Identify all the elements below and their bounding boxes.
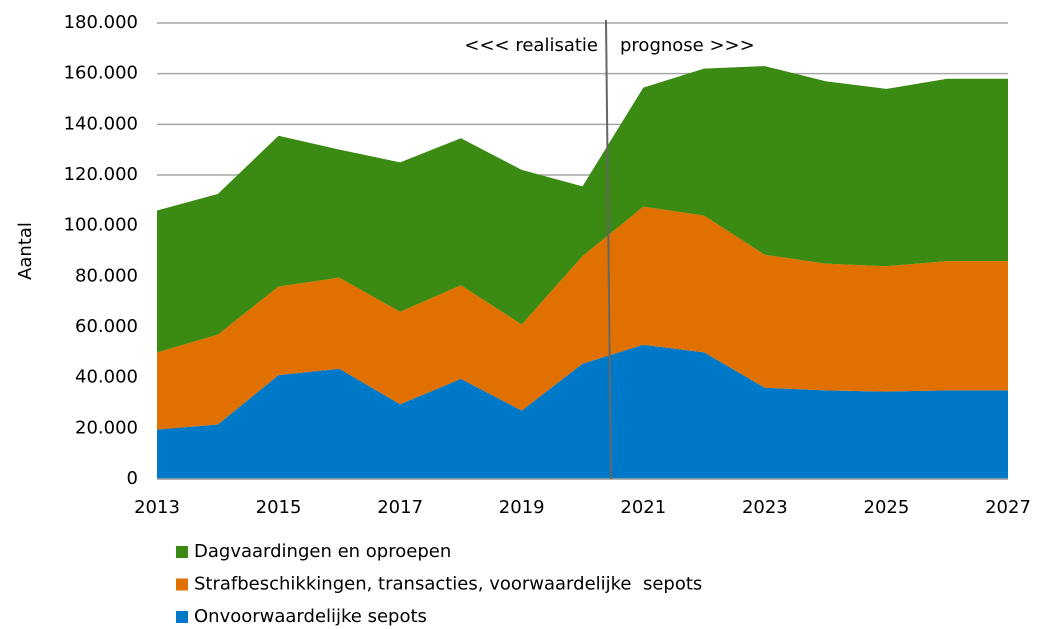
x-tick-label: 2019 xyxy=(499,497,545,518)
x-tick-label: 2023 xyxy=(742,497,788,518)
x-tick-label: 2013 xyxy=(134,497,180,518)
y-tick-label: 60.000 xyxy=(75,316,138,337)
x-tick-label: 2017 xyxy=(377,497,423,518)
annotation: <<< realisatie xyxy=(464,35,598,56)
y-tick-label: 80.000 xyxy=(75,265,138,286)
area xyxy=(157,344,1008,479)
divider xyxy=(605,19,612,480)
y-axis-title: Aantal xyxy=(15,222,36,280)
y-tick-label: 40.000 xyxy=(75,367,138,388)
area xyxy=(157,206,1008,430)
y-tick-label: 180.000 xyxy=(64,12,138,33)
legend-swatch xyxy=(176,546,188,558)
y-tick-label: 100.000 xyxy=(64,215,138,236)
plot-area xyxy=(157,22,1008,480)
annotation: prognose >>> xyxy=(620,35,755,56)
y-tick-label: 0 xyxy=(127,468,138,489)
x-tick-label: 2025 xyxy=(864,497,910,518)
legend-label: Dagvaardingen en oproepen xyxy=(194,541,451,562)
legend-label: Strafbeschikkingen, transacties, voorwaa… xyxy=(194,574,702,595)
y-tick-label: 120.000 xyxy=(64,164,138,185)
x-tick-label: 2015 xyxy=(256,497,302,518)
y-tick-label: 20.000 xyxy=(75,417,138,438)
legend-swatch xyxy=(176,578,188,591)
y-tick-label: 160.000 xyxy=(64,63,138,84)
legend-swatch xyxy=(176,611,188,623)
x-tick-label: 2021 xyxy=(620,497,666,518)
x-tick-label: 2027 xyxy=(985,497,1031,518)
legend-label: Onvoorwaardelijke sepots xyxy=(194,606,427,627)
y-tick-label: 140.000 xyxy=(64,113,138,134)
area xyxy=(157,66,1008,353)
